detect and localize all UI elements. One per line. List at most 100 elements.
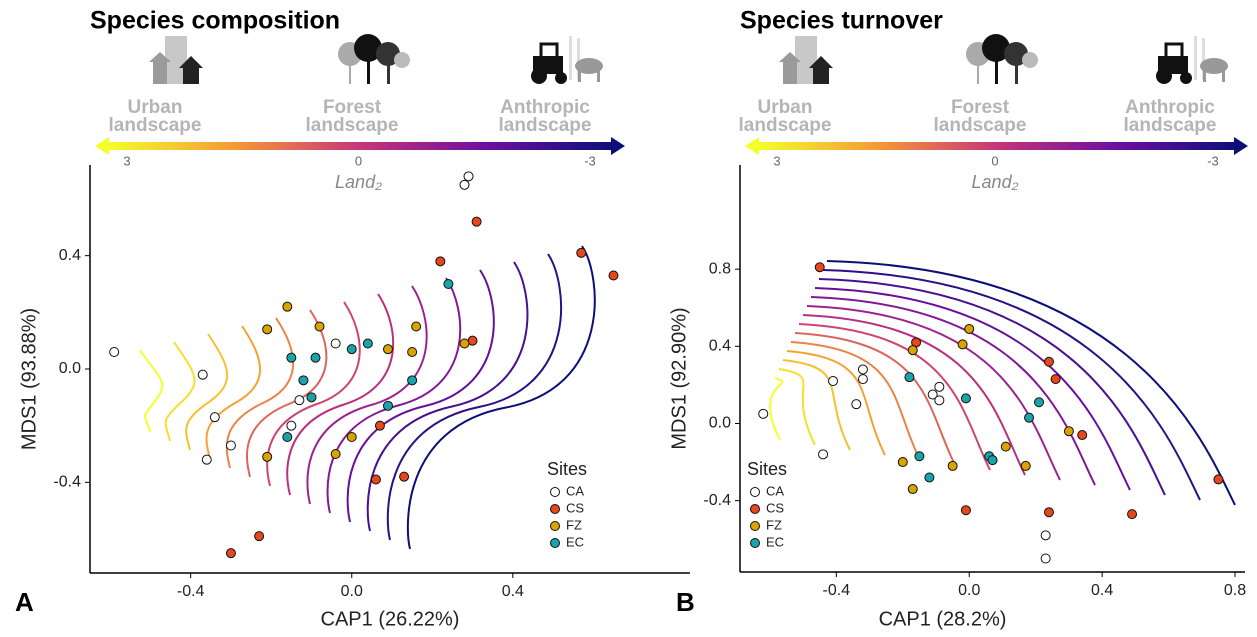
x-tick-label: -0.4 bbox=[177, 583, 205, 600]
data-point bbox=[857, 364, 868, 375]
colorbar-arrow bbox=[611, 137, 625, 155]
data-point bbox=[459, 179, 470, 190]
colorbar-tick-label: 0 bbox=[991, 153, 998, 168]
data-point bbox=[435, 256, 446, 267]
colorbar bbox=[757, 142, 1236, 150]
data-point bbox=[1040, 530, 1051, 541]
colorbar-arrow bbox=[1234, 137, 1248, 155]
contour-line bbox=[225, 317, 295, 469]
data-point bbox=[209, 412, 220, 423]
legend-label: CA bbox=[566, 483, 584, 498]
contour-line bbox=[346, 269, 495, 523]
contour-line bbox=[406, 245, 596, 550]
data-point bbox=[1034, 397, 1045, 408]
contour-line bbox=[810, 296, 1096, 486]
data-point bbox=[362, 338, 373, 349]
contour-line bbox=[286, 293, 395, 496]
contour-line bbox=[386, 253, 563, 541]
contour-line bbox=[802, 314, 1026, 476]
data-point bbox=[463, 171, 474, 182]
colorbar-label: Land₂ bbox=[972, 172, 1019, 192]
data-point bbox=[960, 393, 971, 404]
contour-line bbox=[826, 260, 1236, 506]
contour-line bbox=[205, 325, 261, 460]
landscape-icon bbox=[529, 34, 605, 86]
data-point bbox=[374, 420, 385, 431]
contour-line bbox=[786, 350, 886, 456]
data-point bbox=[1063, 426, 1074, 437]
colorbar-label: Land₂ bbox=[335, 172, 382, 192]
panel-letter: A bbox=[15, 587, 34, 617]
data-point bbox=[197, 369, 208, 380]
data-point bbox=[934, 395, 945, 406]
legend-label: EC bbox=[766, 534, 784, 549]
contour-line bbox=[798, 323, 991, 471]
colorbar-tick-label: -3 bbox=[1207, 153, 1219, 168]
data-point bbox=[282, 301, 293, 312]
y-tick-label: 0.4 bbox=[59, 247, 81, 264]
data-point bbox=[1050, 374, 1061, 385]
legend-marker bbox=[550, 487, 560, 497]
data-point bbox=[282, 432, 293, 442]
data-point bbox=[914, 451, 925, 462]
x-tick-label: 0.0 bbox=[341, 583, 363, 600]
contour-line bbox=[164, 341, 196, 442]
legend-label: CA bbox=[766, 483, 784, 498]
data-point bbox=[201, 454, 212, 465]
data-point bbox=[934, 381, 945, 392]
data-point bbox=[964, 323, 975, 334]
landscape-label: Forest landscape bbox=[934, 97, 1027, 136]
legend-label: CS bbox=[566, 500, 584, 515]
data-point bbox=[1043, 507, 1054, 518]
y-axis-label: MDS1 (93.88%) bbox=[18, 308, 40, 450]
x-axis-label: CAP1 (28.2%) bbox=[879, 608, 1007, 630]
colorbar bbox=[107, 142, 613, 150]
contour-line bbox=[822, 269, 1201, 501]
data-point bbox=[225, 440, 236, 451]
contour-line bbox=[778, 368, 816, 446]
y-tick-label: -0.4 bbox=[53, 474, 81, 491]
data-point bbox=[924, 472, 935, 483]
data-point bbox=[399, 471, 410, 482]
data-point bbox=[286, 420, 297, 431]
x-axis-label: CAP1 (26.22%) bbox=[321, 608, 460, 630]
data-point bbox=[443, 279, 454, 289]
data-point bbox=[960, 505, 971, 516]
contour-line bbox=[139, 349, 164, 433]
data-point bbox=[957, 339, 968, 350]
x-tick-label: 0.4 bbox=[502, 583, 524, 600]
legend-marker bbox=[750, 487, 760, 497]
colorbar-tick-label: -3 bbox=[584, 153, 596, 168]
legend-marker bbox=[750, 521, 760, 531]
data-point bbox=[346, 432, 357, 442]
data-point bbox=[1213, 474, 1224, 485]
landscape-label: Anthropic landscape bbox=[1124, 97, 1217, 136]
data-point bbox=[294, 395, 305, 406]
data-point bbox=[904, 372, 915, 383]
legend-label: FZ bbox=[766, 517, 782, 532]
data-point bbox=[310, 352, 321, 363]
contour-line bbox=[818, 278, 1166, 496]
colorbar-tick-label: 0 bbox=[355, 153, 362, 168]
y-tick-label: -0.4 bbox=[703, 492, 731, 509]
legend-title: Sites bbox=[547, 459, 587, 479]
contour-line bbox=[806, 305, 1061, 481]
contour-line bbox=[366, 261, 529, 532]
x-tick-label: 0.4 bbox=[1091, 582, 1113, 599]
colorbar-tick-label: 3 bbox=[773, 153, 780, 168]
data-point bbox=[927, 389, 938, 400]
data-point bbox=[370, 474, 381, 485]
contour-line bbox=[790, 341, 921, 461]
data-point bbox=[286, 352, 297, 363]
data-point bbox=[1000, 441, 1011, 452]
legend-marker bbox=[550, 521, 560, 531]
contour-line bbox=[326, 277, 462, 514]
x-tick-label: 0.0 bbox=[958, 582, 980, 599]
colorbar-arrow bbox=[95, 137, 109, 155]
data-point bbox=[1024, 412, 1035, 423]
data-point bbox=[1077, 430, 1088, 441]
landscape-icon bbox=[338, 34, 410, 84]
data-point bbox=[987, 455, 998, 466]
data-point bbox=[382, 344, 393, 355]
data-point bbox=[857, 374, 868, 385]
